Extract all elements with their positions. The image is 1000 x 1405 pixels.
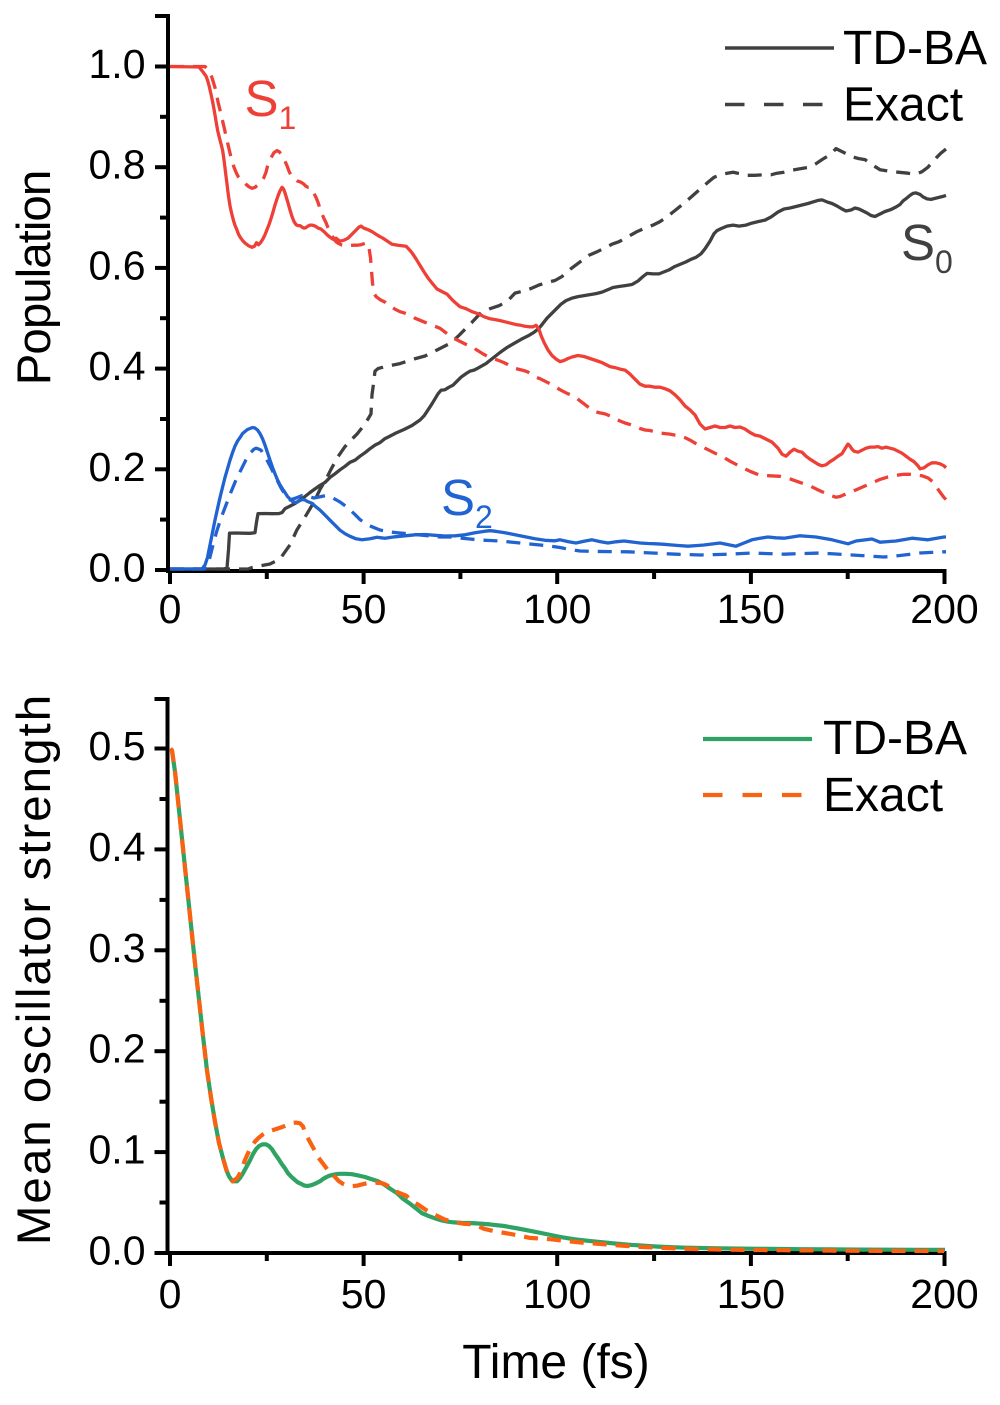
svg-text:50: 50 xyxy=(341,1271,387,1317)
svg-text:0.0: 0.0 xyxy=(89,545,146,591)
svg-text:TD-BA: TD-BA xyxy=(823,712,967,765)
svg-text:0.2: 0.2 xyxy=(89,1026,146,1072)
svg-text:200: 200 xyxy=(910,586,978,632)
svg-text:Exact: Exact xyxy=(843,79,963,132)
svg-text:150: 150 xyxy=(717,586,785,632)
svg-text:150: 150 xyxy=(717,1271,785,1317)
svg-text:100: 100 xyxy=(523,586,591,632)
svg-text:0: 0 xyxy=(159,586,182,632)
svg-text:Exact: Exact xyxy=(823,769,943,822)
svg-text:100: 100 xyxy=(523,1271,591,1317)
svg-text:1.0: 1.0 xyxy=(89,41,146,87)
svg-text:0.4: 0.4 xyxy=(89,824,146,870)
svg-text:Time (fs): Time (fs) xyxy=(462,1336,650,1389)
svg-text:200: 200 xyxy=(910,1271,978,1317)
svg-text:Mean oscillator strength: Mean oscillator strength xyxy=(8,693,61,1245)
svg-text:0.4: 0.4 xyxy=(89,343,146,389)
svg-text:0.3: 0.3 xyxy=(89,925,146,971)
svg-text:0.5: 0.5 xyxy=(89,723,146,769)
svg-text:0.0: 0.0 xyxy=(89,1228,146,1274)
svg-text:0.1: 0.1 xyxy=(89,1127,146,1173)
svg-text:0.6: 0.6 xyxy=(89,242,146,288)
svg-text:50: 50 xyxy=(341,586,387,632)
svg-text:0.8: 0.8 xyxy=(89,142,146,188)
svg-text:0.2: 0.2 xyxy=(89,444,146,490)
svg-text:Population: Population xyxy=(8,171,61,386)
svg-text:0: 0 xyxy=(159,1271,182,1317)
svg-text:TD-BA: TD-BA xyxy=(843,22,987,75)
